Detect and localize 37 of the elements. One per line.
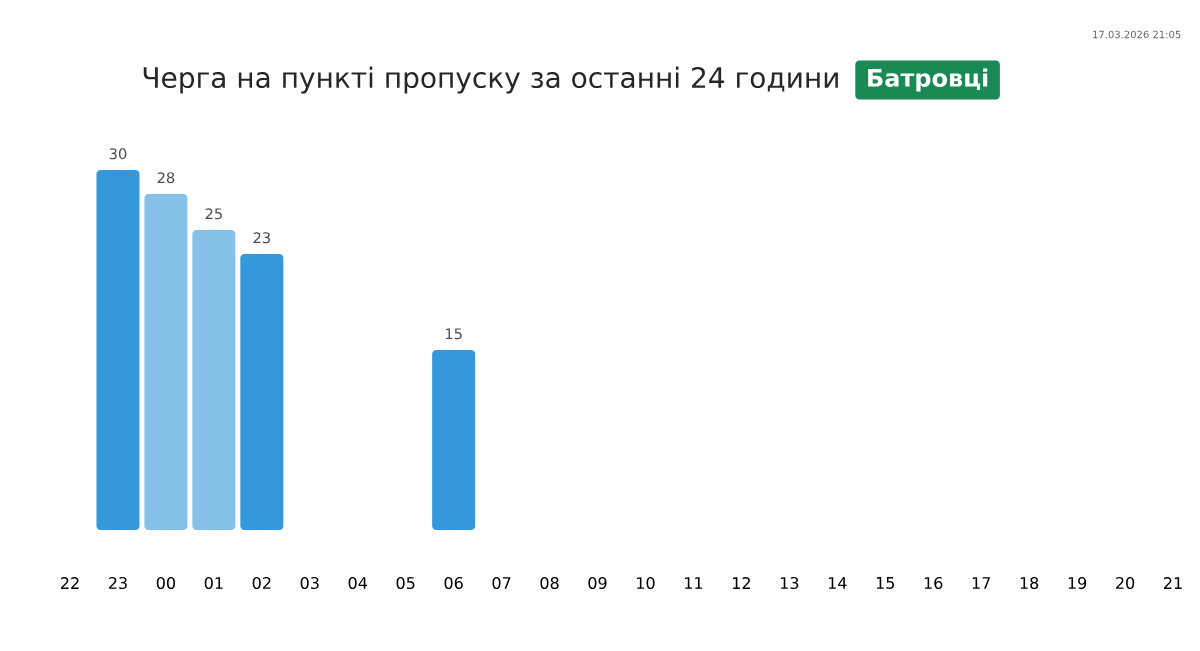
bar bbox=[144, 194, 188, 530]
bar bbox=[240, 254, 284, 530]
x-tick-label: 03 bbox=[300, 576, 319, 590]
x-tick-label: 14 bbox=[828, 577, 847, 589]
data-label: 28 bbox=[157, 172, 175, 184]
x-tick-label: 17 bbox=[972, 577, 990, 589]
bar bbox=[96, 170, 140, 530]
data-label: 15 bbox=[445, 328, 462, 340]
x-tick-label: 21 bbox=[1163, 577, 1182, 589]
chart-title: Черга на пункті пропуску за останні 24 години bbox=[143, 66, 838, 94]
x-tick-label: 11 bbox=[685, 577, 703, 589]
x-tick-label: 09 bbox=[588, 576, 607, 590]
x-tick-label: 20 bbox=[1116, 576, 1135, 590]
x-tick-label: 04 bbox=[348, 576, 368, 590]
data-label: 30 bbox=[109, 148, 127, 160]
x-tick-label: 07 bbox=[492, 576, 511, 590]
x-tick-label: 00 bbox=[156, 576, 176, 590]
chart-subtitle: Батровці bbox=[868, 68, 988, 92]
x-tick-label: 02 bbox=[252, 576, 271, 590]
text: 17.03.2026 21:05 bbox=[1093, 30, 1181, 39]
bar bbox=[432, 350, 476, 530]
x-tick-label: 08 bbox=[540, 576, 559, 590]
x-tick-label: 15 bbox=[876, 577, 895, 589]
data-label: 25 bbox=[205, 208, 222, 220]
x-tick-label: 10 bbox=[637, 576, 655, 590]
x-tick-label: 13 bbox=[780, 576, 799, 590]
x-tick-label: 22 bbox=[60, 577, 79, 589]
x-tick-label: 06 bbox=[444, 576, 463, 590]
x-tick-label: 16 bbox=[924, 576, 943, 590]
x-tick-label: 23 bbox=[108, 576, 127, 590]
x-tick-label: 18 bbox=[1020, 576, 1039, 590]
x-tick-label: 19 bbox=[1068, 576, 1087, 590]
data-label: 23 bbox=[253, 232, 270, 244]
x-tick-label: 12 bbox=[732, 577, 750, 589]
bar bbox=[192, 230, 236, 530]
x-tick-label: 05 bbox=[396, 576, 415, 590]
x-tick-label: 01 bbox=[204, 576, 223, 590]
